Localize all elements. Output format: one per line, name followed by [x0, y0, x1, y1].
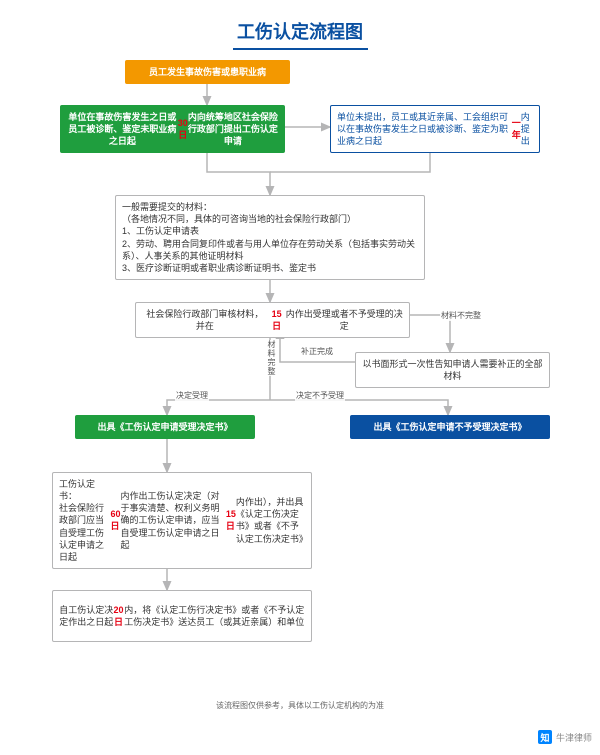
edge-label-l_reject: 决定不予受理: [295, 390, 345, 401]
footer-note: 该流程图仅供参考，具体以工伤认定机构的为准: [0, 700, 600, 711]
title-text: 工伤认定流程图: [237, 22, 363, 42]
edge-label-l_complete_v: 材料完整: [265, 340, 278, 376]
page-title: 工伤认定流程图: [0, 0, 600, 48]
flow-node-n2: 单位在事故伤害发生之日或员工被诊断、鉴定未职业病之日起30日内向统筹地区社会保险…: [60, 105, 285, 153]
flow-node-n5: 社会保险行政部门审核材料，并在15日内作出受理或者不予受理的决定: [135, 302, 410, 338]
flow-node-n1: 员工发生事故伤害或患职业病: [125, 60, 290, 84]
author-name: 牛津律师: [556, 731, 592, 744]
edge-label-l_incomplete: 材料不完整: [440, 310, 482, 321]
flow-node-n7: 出具《工伤认定申请受理决定书》: [75, 415, 255, 439]
edge-label-l_fix_done: 补正完成: [300, 346, 334, 357]
arrow-9: [270, 400, 448, 415]
attribution: 知 牛津律师: [538, 730, 592, 744]
flow-node-n3: 单位未提出，员工或其近亲属、工会组织可以在事故伤害发生之日或被诊断、鉴定为职业病…: [330, 105, 540, 153]
zhihu-icon: 知: [538, 730, 552, 744]
arrow-8: [167, 400, 270, 415]
edge-label-l_accept: 决定受理: [175, 390, 209, 401]
arrow-2: [207, 153, 270, 195]
title-underline: [233, 48, 368, 50]
flow-node-n9: 工伤认定书：社会保险行政部门应当自受理工伤认定申请之日起60日内作出工伤认定决定…: [52, 472, 312, 569]
flow-node-n4: 一般需要提交的材料：（各地情况不同，具体的可咨询当地的社会保险行政部门）1、工伤…: [115, 195, 425, 280]
flow-node-n10: 自工伤认定决定作出之日起20日内，将《认定工伤行决定书》或者《不予认定工伤决定书…: [52, 590, 312, 642]
flow-node-n8: 出具《工伤认定申请不予受理决定书》: [350, 415, 550, 439]
flow-node-n6: 以书面形式一次性告知申请人需要补正的全部材料: [355, 352, 550, 388]
arrow-3: [270, 153, 430, 172]
